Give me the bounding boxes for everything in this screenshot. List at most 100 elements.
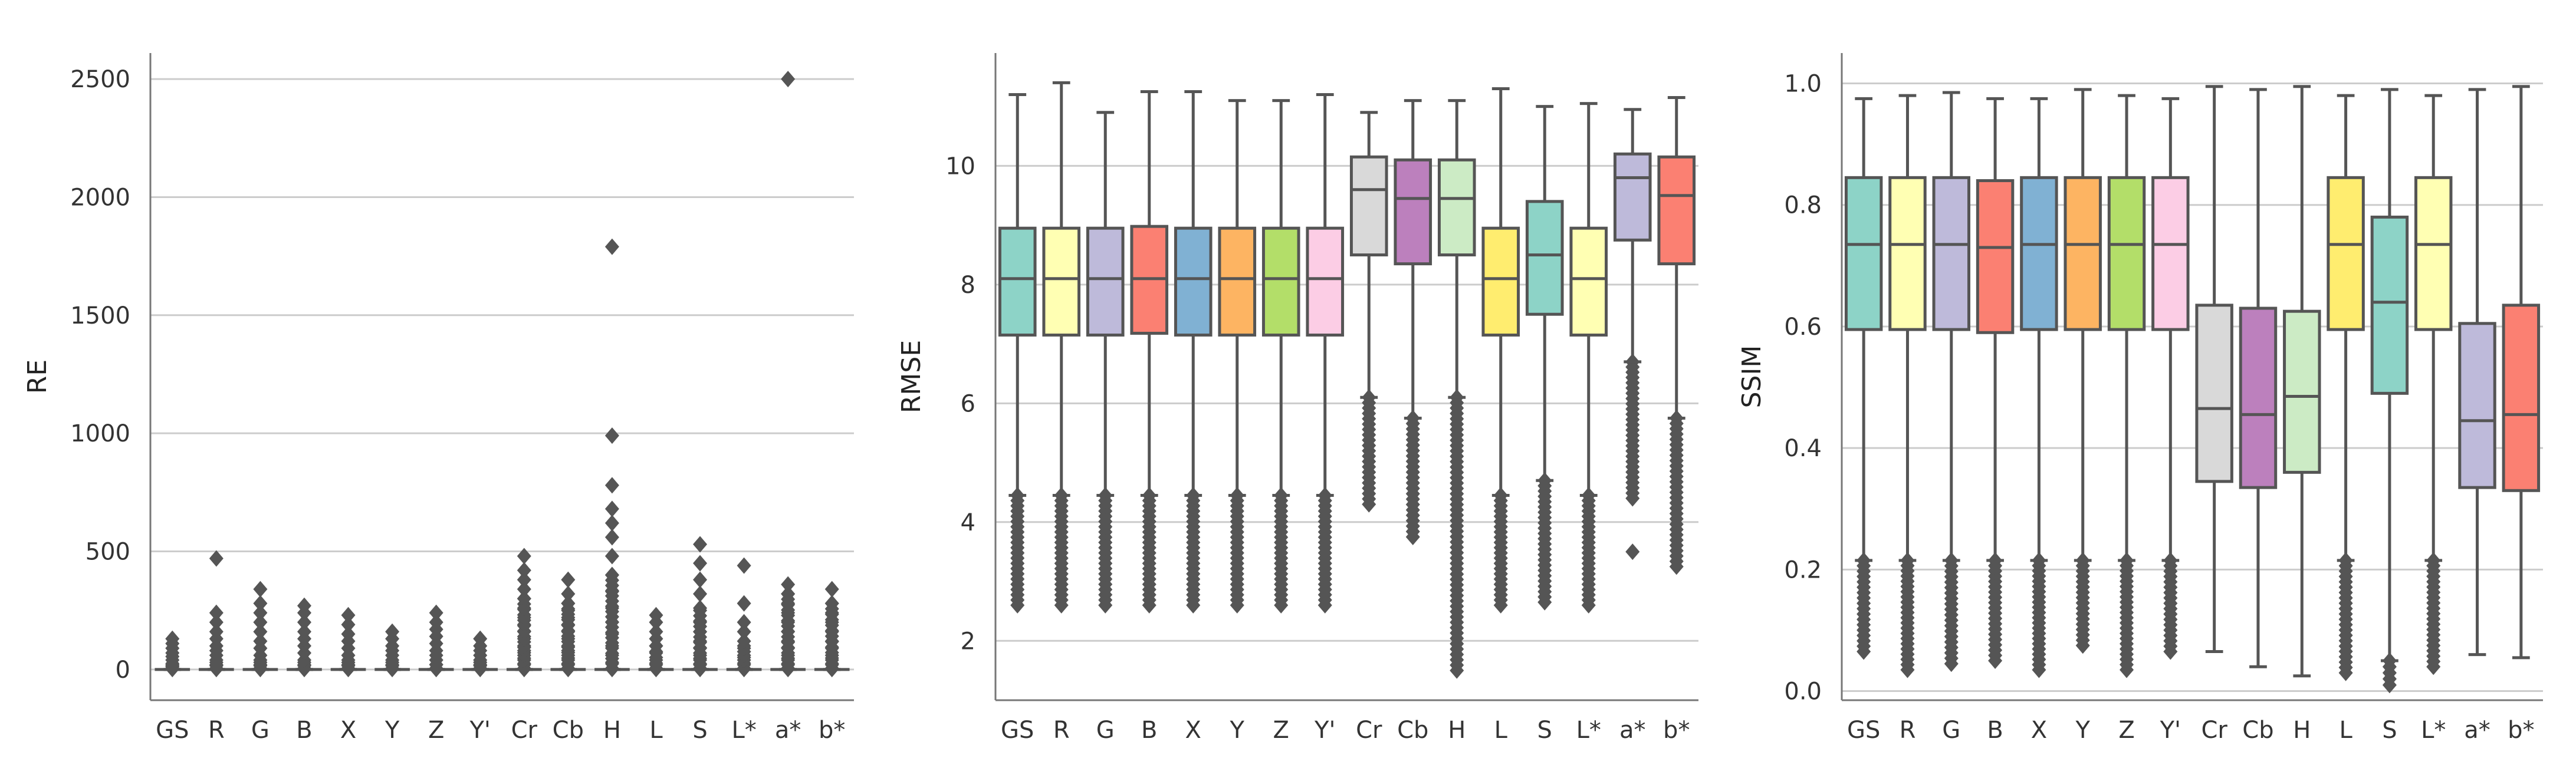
x-tick-label: B	[1987, 717, 2003, 744]
box-S	[1525, 105, 1564, 611]
box-G	[1086, 111, 1125, 614]
outlier-marker	[2382, 677, 2397, 694]
x-tick-label: a*	[1619, 717, 1646, 744]
box-G	[242, 581, 278, 678]
outlier-marker	[604, 477, 619, 494]
x-tick-label: a*	[775, 717, 801, 744]
y-tick-label: 0.2	[1784, 556, 1822, 584]
box-Z	[1261, 99, 1300, 614]
outlier-marker	[561, 595, 576, 612]
x-tick-label: Y	[1230, 717, 1245, 744]
box-body	[1932, 176, 1971, 331]
outlier-marker	[253, 595, 268, 612]
outlier-marker	[385, 623, 400, 640]
outlier-marker	[2120, 661, 2134, 678]
panel-rmse: 2 4 6 8 10 RMSE GS R G B X Y Z Y' Cr Cb H L S L* a* b*	[896, 53, 1698, 744]
box-R	[199, 550, 234, 678]
x-tick-label: b*	[2508, 717, 2534, 744]
x-tick-label: b*	[819, 717, 845, 744]
box-a*	[2458, 88, 2496, 657]
y-axis-label: RMSE	[896, 340, 926, 413]
x-tick-label: Y	[2075, 717, 2091, 744]
outlier-marker	[604, 625, 619, 642]
box-L*	[2414, 94, 2453, 675]
box-GS	[1844, 97, 1883, 660]
x-tick-label: G	[1942, 717, 1960, 744]
outlier-marker	[1625, 543, 1640, 561]
y-tick-label: 1000	[70, 420, 130, 447]
box-Y	[1218, 99, 1257, 614]
box-body	[2458, 322, 2496, 489]
box-Cr	[1349, 111, 1388, 513]
box-Cr	[506, 548, 542, 678]
outlier-marker	[693, 555, 708, 572]
box-body	[1174, 226, 1213, 337]
box-L	[638, 606, 674, 678]
outlier-marker	[649, 606, 663, 624]
box-Y'	[462, 630, 498, 678]
box-Y	[374, 623, 410, 678]
x-tick-label: Cb	[2242, 717, 2273, 744]
box-GS	[155, 630, 190, 678]
x-tick-label: Y'	[2160, 717, 2181, 744]
box-body	[1349, 155, 1388, 256]
y-tick-label: 8	[961, 272, 975, 299]
outlier-marker	[824, 581, 839, 598]
x-tick-label: Y'	[469, 717, 491, 744]
outlier-marker	[2338, 664, 2353, 681]
x-tick-label: H	[1448, 717, 1466, 744]
x-tick-label: Y	[385, 717, 400, 744]
outlier-marker	[1988, 652, 2003, 669]
box-B	[1976, 97, 2015, 669]
outlier-marker	[209, 550, 224, 567]
box-body	[1218, 226, 1257, 337]
x-tick-label: S	[1537, 717, 1552, 744]
outlier-marker	[1317, 596, 1332, 614]
box-body	[1437, 158, 1476, 256]
box-L	[2327, 94, 2365, 681]
box-GS	[998, 93, 1037, 614]
outlier-marker	[604, 614, 619, 631]
box-L*	[726, 557, 762, 678]
outlier-marker	[517, 599, 531, 617]
x-tick-label: GS	[1847, 717, 1880, 744]
panel-ssim: 0.0 0.2 0.4 0.6 0.8 1.0 SSIM GS R G B X Y Z Y' Cr Cb H L S L…	[1737, 53, 2543, 744]
outlier-marker	[824, 604, 839, 621]
box-body	[1888, 176, 1927, 331]
y-tick-label: 4	[961, 509, 975, 536]
box-body	[2020, 176, 2058, 331]
x-tick-label: Cr	[511, 717, 538, 744]
outlier-marker	[253, 632, 268, 650]
outlier-marker	[1537, 594, 1552, 611]
x-tick-label: GS	[1001, 717, 1034, 744]
outlier-marker	[693, 632, 708, 650]
outlier-marker	[165, 630, 180, 647]
outlier-marker	[824, 632, 839, 650]
outlier-marker	[1493, 596, 1508, 614]
y-axis-label: SSIM	[1737, 345, 1767, 408]
x-tick-label: R	[1053, 717, 1070, 744]
outlier-marker	[561, 571, 576, 588]
outlier-marker	[693, 536, 708, 553]
outlier-marker	[2032, 661, 2046, 678]
box-body	[1306, 226, 1345, 337]
outlier-marker	[604, 647, 619, 664]
outlier-marker	[693, 571, 708, 588]
box-R	[1888, 94, 1927, 678]
box-body	[998, 226, 1037, 337]
box-L	[1481, 87, 1520, 614]
y-tick-label: 0.0	[1784, 678, 1822, 706]
box-body	[1394, 158, 1432, 266]
outlier-marker	[604, 515, 619, 532]
y-tick-label: 0.6	[1784, 314, 1822, 341]
y-tick-label: 500	[86, 539, 130, 566]
outlier-marker	[297, 597, 311, 614]
box-H	[2283, 85, 2321, 678]
outlier-marker	[297, 614, 311, 631]
y-tick-label: 2000	[70, 184, 130, 211]
outlier-marker	[781, 604, 796, 621]
box-body	[1844, 176, 1883, 331]
box-Y'	[1306, 93, 1345, 614]
outlier-marker	[693, 623, 708, 640]
